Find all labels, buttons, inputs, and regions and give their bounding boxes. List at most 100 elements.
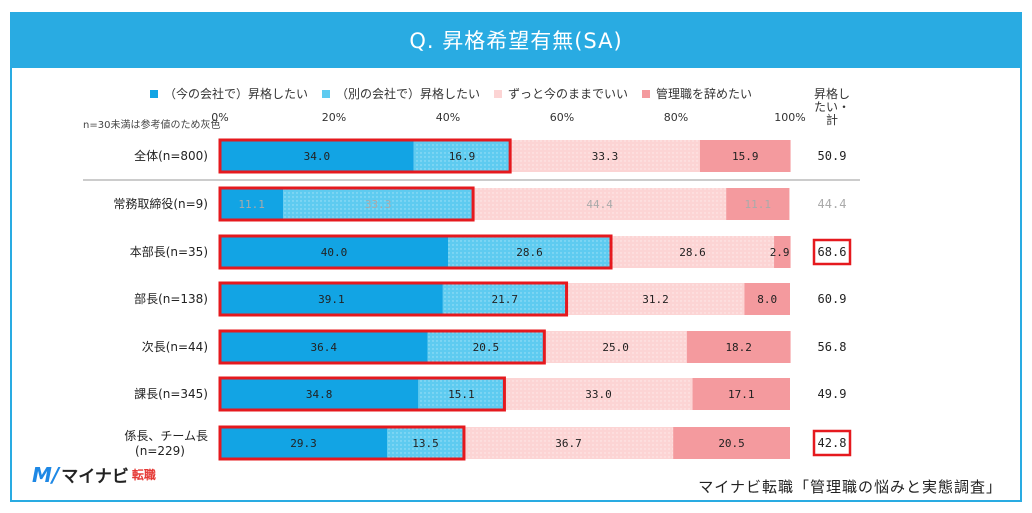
highlight-box	[218, 376, 506, 412]
sample-note: n=30未満は参考値のため灰色	[83, 120, 221, 131]
data-label: 36.7	[555, 437, 582, 450]
data-label: 33.0	[585, 388, 612, 401]
data-label: 33.3	[365, 198, 392, 211]
legend-label-2: （別の会社で）昇格したい	[336, 87, 481, 101]
highlight-box	[218, 329, 546, 365]
data-label: 13.5	[412, 437, 439, 450]
bar-segment	[673, 427, 790, 459]
data-label: 16.9	[449, 150, 476, 163]
total-value: 49.9	[818, 387, 847, 401]
x-tick-label: 80%	[664, 111, 688, 124]
total-highlight-box	[812, 238, 852, 266]
bar-segment	[283, 188, 474, 220]
row-label: 部長(n=138)	[134, 291, 208, 306]
bar-segment	[463, 427, 674, 459]
legend: （今の会社で）昇格したい （別の会社で）昇格したい ずっと今のままでいい 管理職…	[150, 85, 766, 102]
data-label: 11.1	[745, 198, 772, 211]
bar-segment	[699, 140, 791, 172]
bar-segment	[544, 331, 687, 363]
bar-segment	[611, 236, 775, 268]
data-label: 33.3	[592, 150, 619, 163]
data-label: 17.1	[728, 388, 755, 401]
x-tick-label: 40%	[436, 111, 460, 124]
bar-segment	[220, 283, 443, 315]
data-label: 15.1	[448, 388, 475, 401]
bar-segment	[220, 188, 284, 220]
bar-segment	[220, 236, 448, 268]
logo-mark-icon: M/	[32, 462, 60, 487]
data-label: 21.7	[491, 293, 518, 306]
data-label: 2.9	[770, 246, 790, 259]
legend-item-2: （別の会社で）昇格したい	[322, 85, 480, 102]
bar-segment	[418, 378, 505, 410]
total-value: 56.8	[818, 340, 847, 354]
bar-segment	[510, 140, 700, 172]
row-label: (n=229)	[135, 444, 185, 458]
highlight-box	[218, 425, 466, 461]
highlight-box	[218, 138, 512, 174]
bar-segment	[442, 283, 567, 315]
data-label: 25.0	[602, 341, 629, 354]
legend-item-1: （今の会社で）昇格したい	[150, 85, 308, 102]
legend-swatch-4	[642, 89, 651, 98]
bar-segment	[220, 427, 388, 459]
logo-subtext: 転職	[131, 468, 156, 482]
bar-segment	[726, 188, 790, 220]
total-highlight-box	[812, 429, 852, 457]
total-value: 68.6	[818, 245, 847, 259]
mynavi-logo: M/ マイナビ 転職	[32, 462, 156, 488]
data-label: 20.5	[473, 341, 500, 354]
legend-swatch-3	[494, 89, 503, 98]
data-label: 39.1	[318, 293, 345, 306]
data-label: 34.0	[304, 150, 331, 163]
bar-segment	[427, 331, 545, 363]
legend-item-4: 管理職を辞めたい	[642, 85, 752, 102]
x-tick-label: 0%	[211, 111, 228, 124]
highlight-box	[218, 186, 475, 222]
bar-segment	[220, 331, 428, 363]
row-label: 次長(n=44)	[142, 340, 208, 354]
highlight-box	[218, 234, 613, 270]
legend-label-1: （今の会社で）昇格したい	[164, 87, 309, 101]
data-label: 36.4	[310, 341, 337, 354]
bar-segment	[774, 236, 791, 268]
data-label: 40.0	[321, 246, 348, 259]
bar-segment	[744, 283, 790, 315]
bar-segment	[504, 378, 693, 410]
row-label: 課長(n=345)	[134, 386, 208, 401]
total-value: 44.4	[818, 197, 847, 211]
total-value: 50.9	[818, 149, 847, 163]
row-label: 係長、チーム長	[124, 429, 208, 443]
data-label: 15.9	[732, 150, 759, 163]
source-credit: マイナビ転職「管理職の悩みと実態調査」	[698, 478, 1002, 496]
data-label: 28.6	[679, 246, 706, 259]
bar-segment	[448, 236, 612, 268]
highlight-box	[218, 281, 569, 317]
bar-segment	[413, 140, 511, 172]
legend-swatch-2	[322, 89, 331, 98]
bar-segment	[220, 140, 414, 172]
bar-segment	[686, 331, 791, 363]
data-label: 29.3	[290, 437, 317, 450]
data-label: 34.8	[306, 388, 333, 401]
data-label: 31.2	[642, 293, 669, 306]
x-tick-label: 60%	[550, 111, 574, 124]
total-value: 42.8	[818, 436, 847, 450]
x-tick-label: 100%	[774, 111, 805, 124]
bar-segment	[566, 283, 745, 315]
total-column-header: 昇格したい・計	[813, 87, 850, 127]
x-tick-label: 20%	[322, 111, 346, 124]
legend-label-4: 管理職を辞めたい	[656, 87, 753, 101]
bar-segment	[473, 188, 727, 220]
row-label: 常務取締役(n=9)	[113, 196, 208, 211]
data-label: 28.6	[516, 246, 543, 259]
row-label: 本部長(n=35)	[130, 244, 208, 259]
legend-label-3: ずっと今のままでいい	[508, 87, 629, 101]
data-label: 18.2	[725, 341, 752, 354]
row-label: 全体(n=800)	[134, 148, 208, 163]
logo-text: マイナビ	[61, 467, 129, 487]
data-label: 11.1	[238, 198, 265, 211]
total-value: 60.9	[818, 292, 847, 306]
bar-segment	[692, 378, 790, 410]
